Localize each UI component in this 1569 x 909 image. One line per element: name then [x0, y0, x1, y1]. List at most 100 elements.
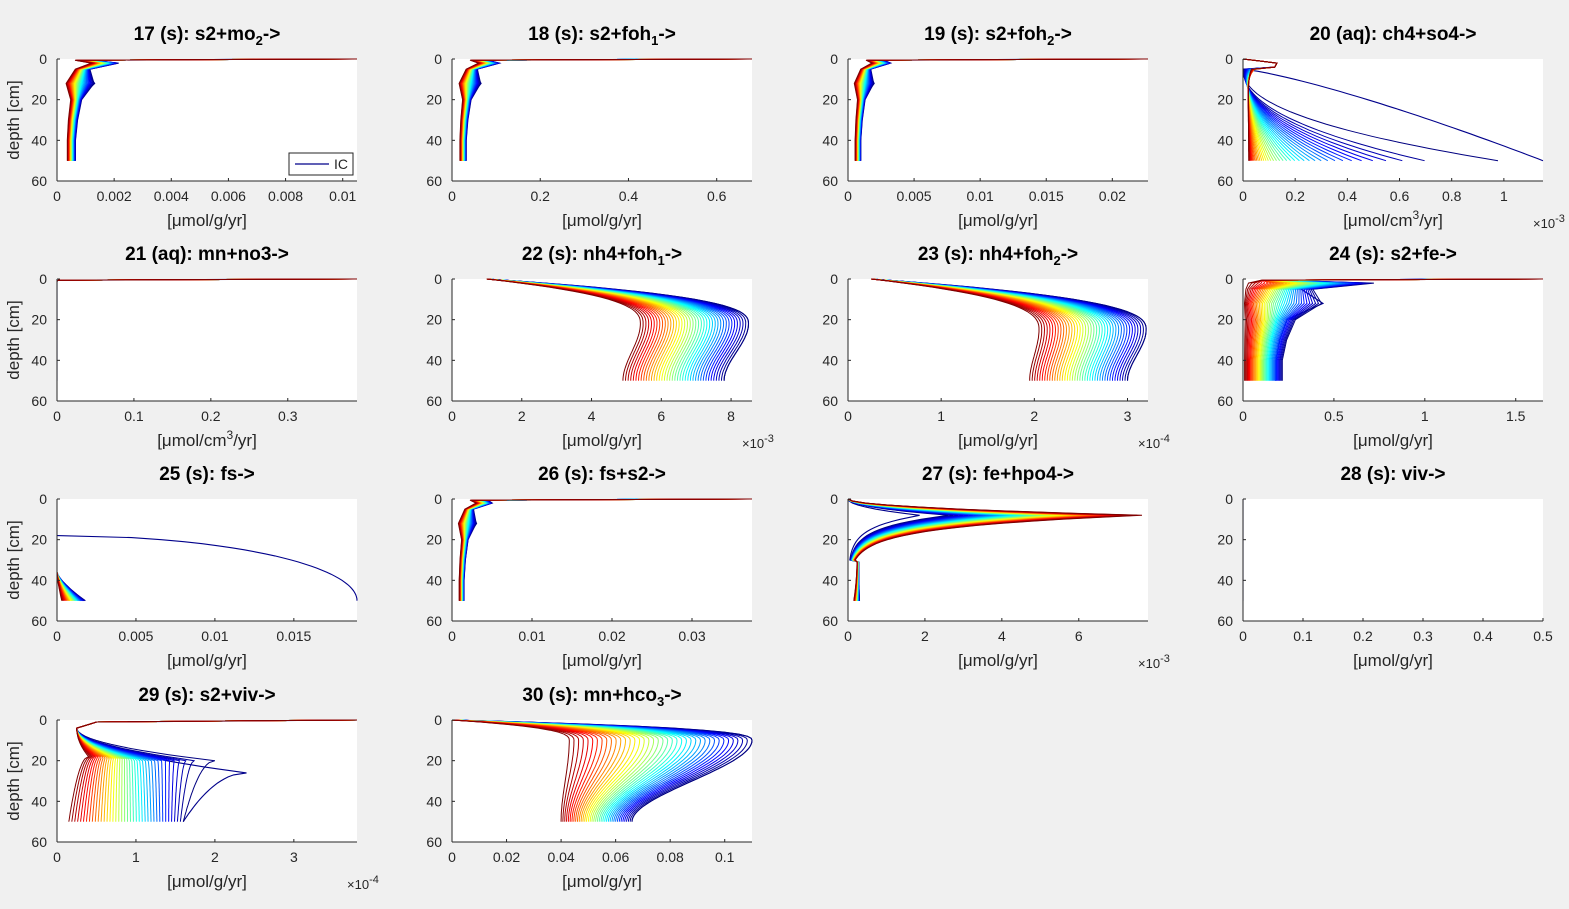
- time-step-line: [1251, 278, 1534, 381]
- y-tick-label: 20: [1217, 312, 1233, 328]
- time-step-line: [452, 719, 627, 822]
- x-tick-label: 0: [844, 188, 852, 204]
- y-tick-label: 60: [31, 613, 47, 629]
- subplot-28: 0 0.1 0.2 0.3 0.4 0.5 0 20 40 60 28 (s): viv-> [μmo…: [1217, 464, 1553, 670]
- x-tick-label: 4: [998, 628, 1006, 644]
- y-tick-label: 20: [1217, 532, 1233, 548]
- x-tick-label: 0.005: [118, 628, 153, 644]
- y-tick-label: 40: [426, 793, 442, 809]
- x-tick-label: 0: [448, 628, 456, 644]
- x-tick-label: 0.04: [547, 849, 574, 865]
- y-tick-label: 20: [31, 92, 47, 108]
- ic-line: [1243, 58, 1544, 162]
- x-axis-label: [μmol/g/yr]: [958, 431, 1038, 450]
- subplot-title: 27 (s): fe+hpo4->: [922, 464, 1074, 485]
- series-lines: [871, 278, 1147, 381]
- y-tick-label: 60: [822, 393, 838, 409]
- time-step-line: [452, 719, 706, 822]
- time-step-line: [1246, 278, 1540, 381]
- subplot-title: 24 (s): s2+fe->: [1329, 244, 1457, 265]
- time-step-line: [1247, 278, 1539, 381]
- x-tick-label: 1: [1500, 188, 1508, 204]
- y-tick-label: 20: [426, 312, 442, 328]
- series-lines: [457, 498, 753, 601]
- x-tick-label: 0: [53, 188, 61, 204]
- y-tick-label: 0: [39, 712, 47, 728]
- y-tick-label: 40: [822, 572, 838, 588]
- plot-area: [1243, 499, 1543, 621]
- x-tick-label: 0.5: [1324, 408, 1344, 424]
- subplot-19: 0 0.005 0.01 0.015 0.02 0 20 40 60 19 (s): s2+foh…: [822, 24, 1149, 230]
- subplot-22: 0 2 4 6 8 0 20 40 60 22 (s): nh4+foh1-> [μmol/g/yr…: [426, 244, 773, 451]
- time-step-line: [452, 719, 739, 822]
- x-tick-label: 0: [53, 628, 61, 644]
- y-tick-label: 0: [39, 51, 47, 67]
- subplot-23: 0 1 2 3 0 20 40 60 23 (s): nh4+foh2-> [μmol/g/yr]…: [822, 244, 1169, 451]
- y-tick-label: 0: [1225, 51, 1233, 67]
- x-tick-label: 0.02: [1099, 188, 1126, 204]
- subplot-title: 17 (s): s2+mo2->: [134, 24, 281, 48]
- time-step-line: [853, 58, 1149, 161]
- series-lines: [458, 58, 753, 161]
- subplot-title: 29 (s): s2+viv->: [138, 685, 275, 706]
- time-step-line: [1243, 278, 1544, 381]
- time-step-line: [452, 719, 697, 822]
- y-tick-label: 0: [830, 51, 838, 67]
- y-tick-label: 40: [1217, 572, 1233, 588]
- series-lines: [853, 58, 1149, 161]
- time-step-line: [1249, 278, 1538, 381]
- plot-area: [57, 279, 357, 401]
- y-tick-label: 40: [31, 793, 47, 809]
- time-step-line: [452, 719, 612, 822]
- x-multiplier: ×10-3: [742, 433, 774, 451]
- x-tick-label: 1: [937, 408, 945, 424]
- x-tick-label: 2: [1030, 408, 1038, 424]
- time-step-line: [452, 719, 636, 822]
- time-step-line: [452, 719, 683, 822]
- time-step-line: [457, 498, 753, 601]
- x-tick-label: 0: [1239, 408, 1247, 424]
- y-tick-label: 40: [426, 572, 442, 588]
- x-tick-label: 0.015: [1029, 188, 1064, 204]
- y-tick-label: 40: [1217, 132, 1233, 148]
- time-step-line: [68, 719, 358, 822]
- time-step-line: [76, 719, 358, 822]
- x-axis-label: [μmol/g/yr]: [562, 651, 642, 670]
- y-tick-label: 20: [31, 312, 47, 328]
- y-tick-label: 0: [434, 51, 442, 67]
- y-tick-label: 60: [1217, 613, 1233, 629]
- y-tick-label: 20: [426, 92, 442, 108]
- x-tick-label: 0.2: [531, 188, 551, 204]
- time-step-line: [452, 719, 603, 822]
- x-tick-label: 0: [1239, 628, 1247, 644]
- y-tick-label: 60: [426, 613, 442, 629]
- x-tick-label: 2: [518, 408, 526, 424]
- x-tick-label: 0.03: [678, 628, 705, 644]
- x-tick-label: 0.002: [97, 188, 132, 204]
- x-axis-label: [μmol/g/yr]: [1353, 431, 1433, 450]
- y-tick-label: 20: [822, 532, 838, 548]
- legend-entry: IC: [334, 156, 348, 172]
- y-axis-label: depth [cm]: [4, 520, 23, 599]
- x-tick-label: 0.06: [602, 849, 629, 865]
- time-step-line: [1249, 278, 1537, 381]
- time-step-line: [452, 719, 711, 822]
- y-tick-label: 60: [822, 173, 838, 189]
- plot-area: [452, 279, 752, 401]
- x-tick-label: 0.4: [1473, 628, 1493, 644]
- x-axis-label: [μmol/g/yr]: [562, 431, 642, 450]
- time-step-line: [452, 719, 575, 822]
- time-step-line: [452, 719, 734, 822]
- x-tick-label: 0.8: [1442, 188, 1462, 204]
- time-step-line: [452, 719, 702, 822]
- y-axis-label: depth [cm]: [4, 300, 23, 379]
- series-lines: [57, 278, 358, 381]
- y-tick-label: 0: [434, 491, 442, 507]
- x-axis-label: [μmol/g/yr]: [1353, 651, 1433, 670]
- x-tick-label: 0: [448, 188, 456, 204]
- time-step-line: [452, 719, 753, 822]
- time-step-line: [452, 719, 598, 822]
- y-tick-label: 60: [31, 173, 47, 189]
- time-step-line: [452, 719, 744, 822]
- y-tick-label: 60: [426, 834, 442, 850]
